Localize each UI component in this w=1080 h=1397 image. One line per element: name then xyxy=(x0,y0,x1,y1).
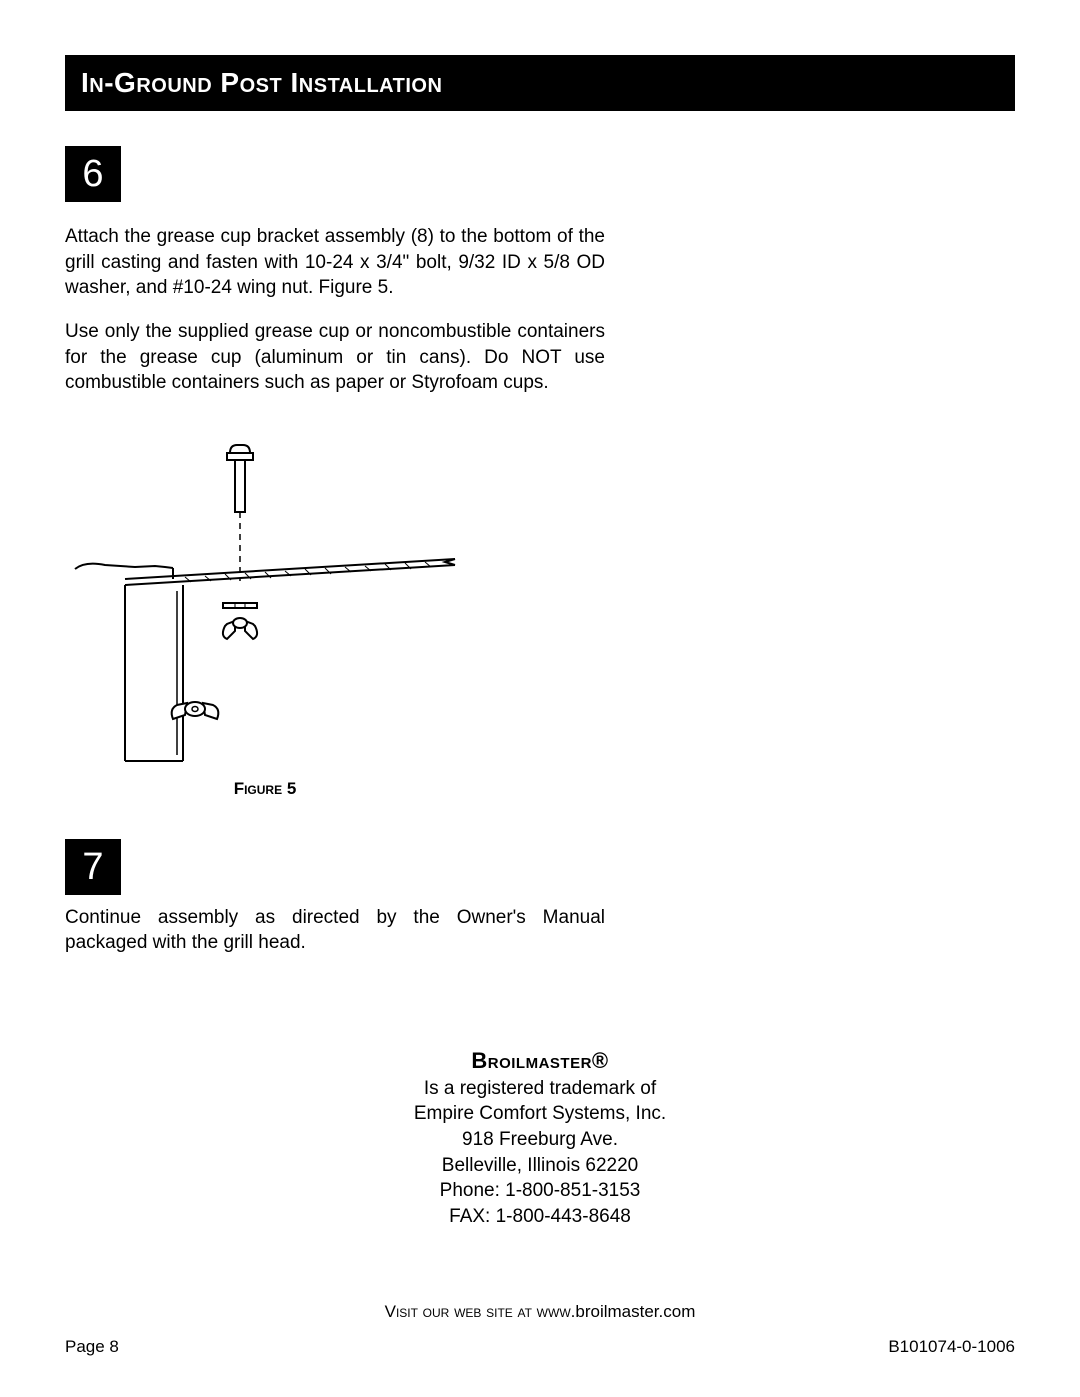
trademark-block: Broilmaster® Is a registered trademark o… xyxy=(65,1046,1015,1230)
step-6-paragraph-2: Use only the supplied grease cup or nonc… xyxy=(65,319,605,396)
figure-5: Figure 5 xyxy=(65,441,1015,799)
footer-website: Visit our web site at www.broilmaster.co… xyxy=(65,1302,1015,1322)
section-title: In-Ground Post Installation xyxy=(65,55,1015,111)
trademark-line-4: Belleville, Illinois 62220 xyxy=(65,1153,1015,1179)
page-footer: Visit our web site at www.broilmaster.co… xyxy=(65,1302,1015,1357)
footer-doc-id: B101074-0-1006 xyxy=(888,1337,1015,1357)
figure-5-diagram xyxy=(65,441,465,771)
figure-5-caption: Figure 5 xyxy=(65,779,465,799)
trademark-line-5: Phone: 1-800-851-3153 xyxy=(65,1178,1015,1204)
footer-page-number: Page 8 xyxy=(65,1337,119,1357)
trademark-line-6: FAX: 1-800-443-8648 xyxy=(65,1204,1015,1230)
trademark-line-2: Empire Comfort Systems, Inc. xyxy=(65,1101,1015,1127)
footer-website-prefix: Visit our web site at www. xyxy=(385,1302,576,1321)
step-6-paragraph-1: Attach the grease cup bracket assembly (… xyxy=(65,224,605,301)
trademark-line-3: 918 Freeburg Ave. xyxy=(65,1127,1015,1153)
step-7-paragraph-1: Continue assembly as directed by the Own… xyxy=(65,905,605,956)
step-7-number: 7 xyxy=(65,839,121,895)
footer-website-url: broilmaster.com xyxy=(575,1302,695,1321)
trademark-brand: Broilmaster® xyxy=(65,1046,1015,1076)
step-6-number: 6 xyxy=(65,146,121,202)
trademark-line-1: Is a registered trademark of xyxy=(65,1076,1015,1102)
